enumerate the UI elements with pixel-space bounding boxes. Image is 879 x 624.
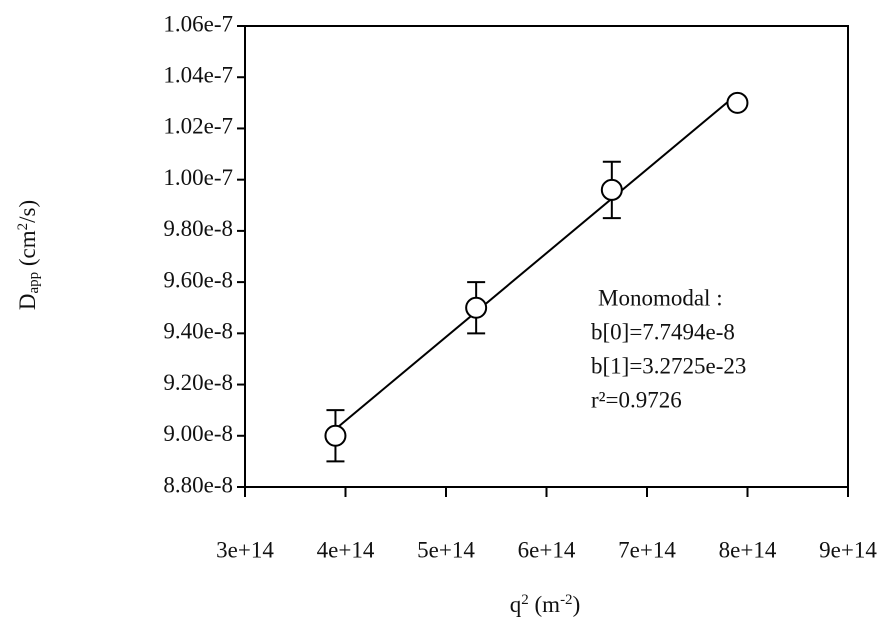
label-part: ) bbox=[573, 592, 581, 617]
label-part: (cm bbox=[15, 230, 40, 272]
point bbox=[600, 178, 623, 201]
label-part: app bbox=[26, 272, 42, 294]
x_label_parts: q2 (m-2) bbox=[510, 592, 580, 618]
y-tick-label: 1.00e-7 bbox=[163, 165, 233, 190]
y_label_parts: Dapp (cm2/s) bbox=[15, 200, 42, 310]
y-tick-label: 9.80e-8 bbox=[163, 216, 233, 241]
y-tick-label: 1.06e-7 bbox=[163, 11, 233, 36]
y-tick-label: 1.02e-7 bbox=[163, 114, 233, 139]
y-tick-label: 9.00e-8 bbox=[163, 421, 233, 446]
x-tick-label: 5e+14 bbox=[417, 537, 475, 562]
label-part: /s) bbox=[15, 200, 40, 223]
x-tick-label: 8e+14 bbox=[719, 537, 777, 562]
label-part: 2 bbox=[521, 592, 529, 608]
y-tick-label: 1.04e-7 bbox=[163, 63, 233, 88]
y-tick-label: 9.60e-8 bbox=[163, 267, 233, 292]
x-tick-label: 4e+14 bbox=[317, 537, 375, 562]
label-part: D bbox=[15, 294, 40, 311]
x-tick-label: 3e+14 bbox=[216, 537, 274, 562]
x-tick-label: 7e+14 bbox=[618, 537, 676, 562]
y-tick-label: 9.40e-8 bbox=[163, 319, 233, 344]
annotation: Monomodal : bbox=[598, 285, 723, 310]
y-tick-label: 9.20e-8 bbox=[163, 370, 233, 395]
y-tick-label: 8.80e-8 bbox=[163, 472, 233, 497]
point bbox=[726, 91, 749, 114]
label-part: q bbox=[510, 592, 522, 617]
point bbox=[465, 296, 488, 319]
label-part: -2 bbox=[560, 592, 573, 608]
point bbox=[324, 424, 347, 447]
label-part: 2 bbox=[15, 223, 31, 231]
label-part: (m bbox=[529, 592, 560, 617]
x-tick-label: 9e+14 bbox=[819, 537, 877, 562]
annotation: r²=0.9726 bbox=[591, 387, 682, 412]
annotation: b[1]=3.2725e-23 bbox=[591, 353, 746, 378]
x-tick-label: 6e+14 bbox=[518, 537, 576, 562]
fit-line bbox=[334, 93, 739, 430]
annotation: b[0]=7.7494e-8 bbox=[591, 319, 735, 344]
